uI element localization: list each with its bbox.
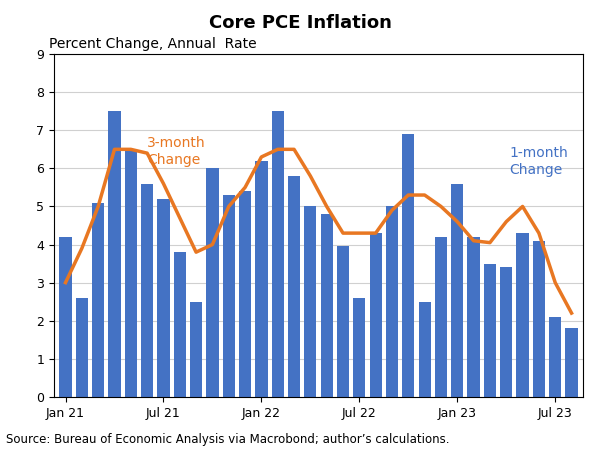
Bar — [532, 241, 545, 397]
Bar — [174, 252, 186, 397]
Bar — [76, 298, 88, 397]
Bar — [304, 207, 317, 397]
Bar — [435, 237, 447, 397]
Bar — [418, 302, 431, 397]
Bar — [320, 214, 333, 397]
Text: Percent Change, Annual  Rate: Percent Change, Annual Rate — [49, 37, 257, 51]
Bar — [255, 161, 267, 397]
Bar — [386, 207, 398, 397]
Bar — [402, 134, 415, 397]
Bar — [124, 149, 137, 397]
Text: Source: Bureau of Economic Analysis via Macrobond; author’s calculations.: Source: Bureau of Economic Analysis via … — [6, 433, 450, 446]
Text: 1-month
Change: 1-month Change — [510, 146, 569, 177]
Bar — [337, 246, 349, 397]
Bar — [370, 233, 382, 397]
Bar — [500, 267, 513, 397]
Bar — [239, 191, 251, 397]
Bar — [484, 263, 496, 397]
Bar — [288, 176, 300, 397]
Text: Core PCE Inflation: Core PCE Inflation — [209, 14, 392, 32]
Bar — [108, 111, 121, 397]
Bar — [566, 328, 578, 397]
Bar — [468, 237, 480, 397]
Bar — [272, 111, 284, 397]
Bar — [59, 237, 72, 397]
Bar — [222, 195, 235, 397]
Bar — [190, 302, 202, 397]
Bar — [206, 168, 219, 397]
Bar — [157, 199, 169, 397]
Text: 3-month
Change: 3-month Change — [147, 136, 206, 167]
Bar — [451, 184, 463, 397]
Bar — [92, 202, 105, 397]
Bar — [353, 298, 365, 397]
Bar — [549, 317, 561, 397]
Bar — [516, 233, 529, 397]
Bar — [141, 184, 153, 397]
